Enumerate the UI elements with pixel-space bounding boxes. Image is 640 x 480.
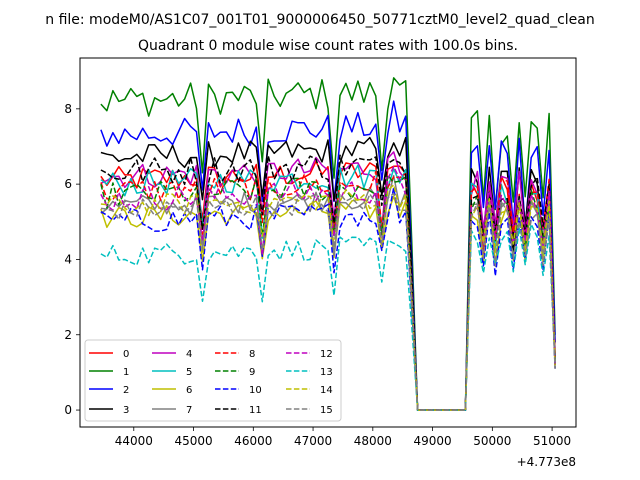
x-tick-label: 49000: [413, 434, 451, 448]
legend-label-1: 1: [123, 367, 129, 378]
x-tick-label: 47000: [294, 434, 332, 448]
series-line-4: [100, 151, 556, 411]
series-line-14: [100, 184, 556, 411]
legend-label-5: 5: [186, 367, 192, 378]
x-tick-label: 50000: [473, 434, 511, 448]
x-axis-offset-label: +4.773e8: [517, 455, 576, 469]
series-layer: [100, 77, 556, 411]
y-tick-label: 4: [64, 252, 72, 266]
legend-label-6: 6: [186, 385, 192, 396]
chart-title: Quadrant 0 module wise count rates with …: [138, 38, 518, 54]
series-line-11: [100, 154, 556, 411]
y-axis: 0 2 4 6 8: [64, 102, 80, 417]
legend-box: [84, 339, 342, 422]
series-line-1: [100, 77, 556, 411]
series-line-12: [100, 165, 556, 411]
legend-label-9: 9: [249, 367, 255, 378]
x-tick-label: 48000: [354, 434, 392, 448]
plot-frame: [79, 57, 577, 428]
chart-suptitle: n file: modeM0/AS1C07_001T01_9000006450_…: [45, 12, 594, 28]
x-tick-label: 45000: [174, 434, 212, 448]
x-axis: 44000 45000 46000 47000 48000 49000 50000 51000: [115, 427, 571, 448]
x-tick-label: 44000: [115, 434, 153, 448]
legend-label-0: 0: [123, 349, 129, 360]
series-line-9: [100, 174, 556, 411]
y-tick-label: 8: [64, 102, 72, 116]
x-tick-label: 51000: [533, 434, 571, 448]
legend-label-4: 4: [186, 349, 192, 360]
series-line-13: [100, 223, 556, 411]
series-line-10: [100, 187, 556, 411]
legend-label-12: 12: [320, 349, 333, 360]
series-line-15: [100, 192, 556, 411]
legend-label-13: 13: [320, 367, 333, 378]
series-line-2: [100, 100, 556, 411]
legend-label-8: 8: [249, 349, 255, 360]
legend-label-3: 3: [123, 405, 129, 416]
y-tick-label: 6: [64, 177, 72, 191]
x-tick-label: 46000: [234, 434, 272, 448]
y-tick-label: 0: [64, 403, 72, 417]
y-tick-label: 2: [64, 328, 72, 342]
legend-label-15: 15: [320, 405, 333, 416]
legend-label-10: 10: [249, 385, 262, 396]
legend-label-2: 2: [123, 385, 129, 396]
legend-label-14: 14: [320, 385, 333, 396]
legend-label-11: 11: [249, 405, 262, 416]
legend-label-7: 7: [186, 405, 192, 416]
